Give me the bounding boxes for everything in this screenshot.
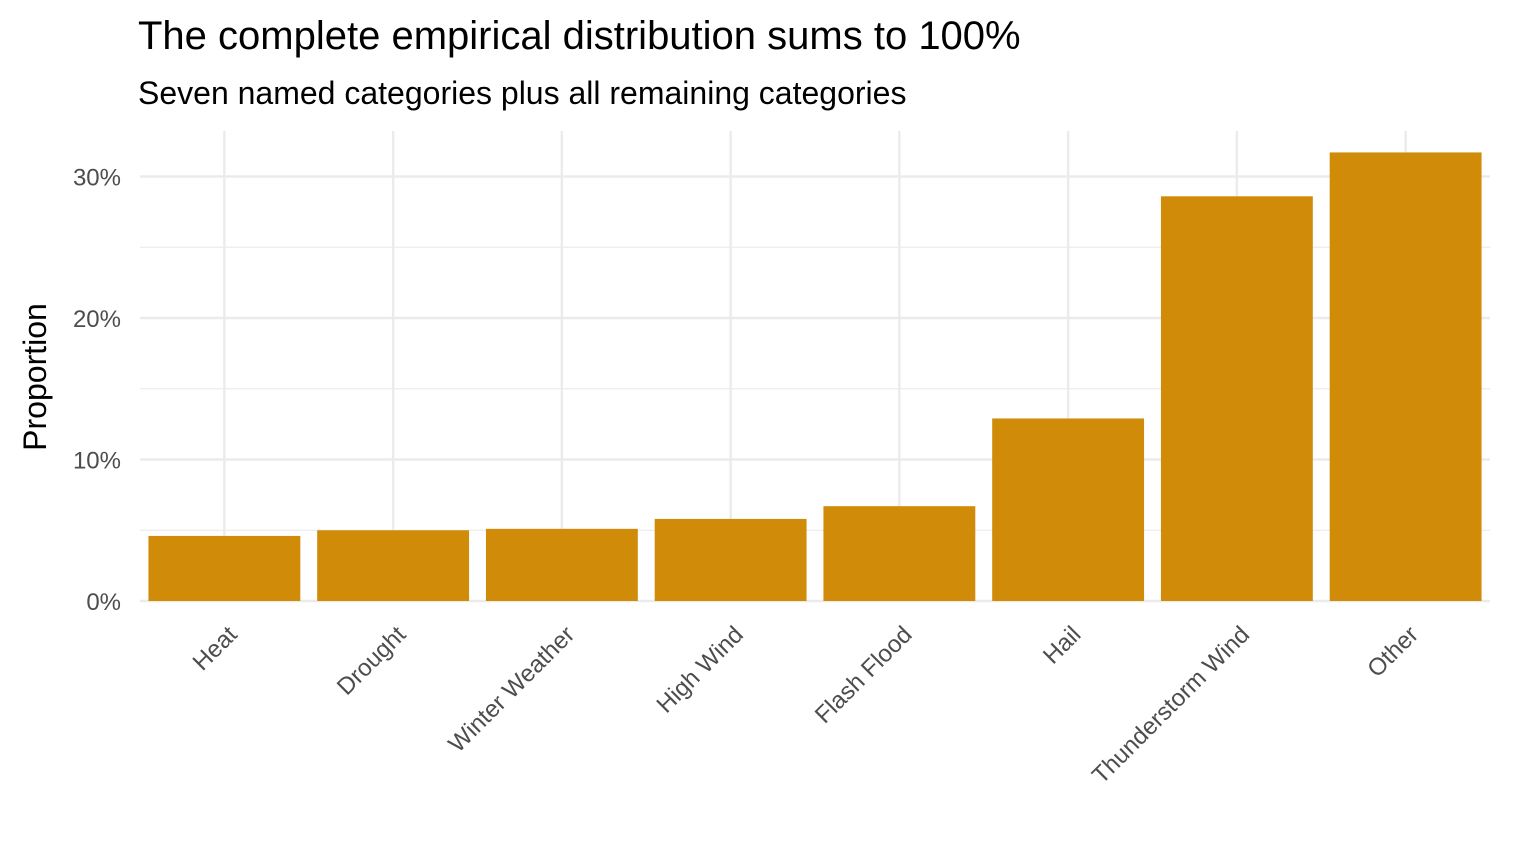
bars — [148, 152, 1482, 601]
x-tick-label: Drought — [332, 621, 412, 701]
y-axis-ticks: 0% 10% 20% 30% — [73, 165, 121, 617]
bar — [317, 530, 470, 601]
bar — [485, 528, 638, 601]
x-axis-ticks: Heat Drought Winter Weather High Wind Flash … — [188, 621, 1424, 789]
x-tick-label: Heat — [188, 621, 243, 676]
x-tick-label: Hail — [1038, 621, 1086, 669]
bar — [148, 535, 301, 601]
x-tick-label: Flash Flood — [810, 621, 918, 729]
bar — [654, 518, 807, 601]
y-tick-label: 0% — [86, 589, 121, 616]
y-tick-label: 10% — [73, 448, 121, 475]
y-axis-title: Proportion — [17, 303, 53, 451]
x-tick-label: Thunderstorm Wind — [1087, 621, 1255, 789]
x-tick-label: High Wind — [651, 621, 748, 718]
y-tick-label: 20% — [73, 306, 121, 333]
bar — [823, 506, 976, 601]
bar — [992, 418, 1145, 601]
x-tick-label: Winter Weather — [443, 621, 580, 758]
bar — [1329, 152, 1482, 601]
bar — [1160, 196, 1313, 601]
chart-subtitle: Seven named categories plus all remainin… — [138, 75, 907, 111]
chart-title: The complete empirical distribution sums… — [138, 14, 1021, 58]
y-tick-label: 30% — [73, 165, 121, 192]
x-tick-label: Other — [1362, 621, 1424, 683]
